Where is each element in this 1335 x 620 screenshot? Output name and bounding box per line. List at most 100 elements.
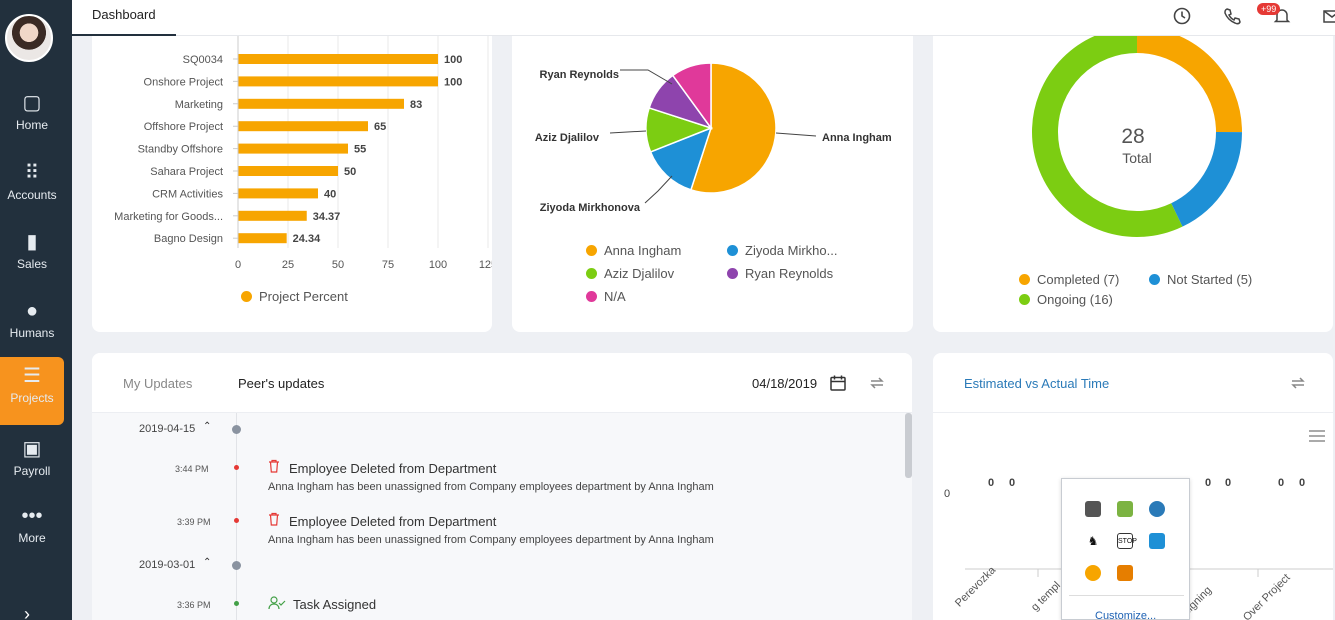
pie-chart: Ryan Reynolds Aziz Djalilov Ziyoda Mirkhon… [535, 62, 892, 214]
tray-app-icon[interactable] [1149, 501, 1165, 517]
tray-app-icon[interactable] [1117, 501, 1133, 517]
update-title[interactable]: Employee Deleted from Department [289, 461, 497, 476]
category-label: Standby Offshore [138, 144, 223, 156]
timeline: 2019-04-15 ⌃ 3:44 PM Employee Deleted fr… [92, 413, 912, 620]
nav-item-payroll[interactable]: ▣ Payroll [0, 430, 64, 498]
nav-label-humans: Humans [9, 326, 55, 340]
legend-label: Aziz Djalilov [604, 266, 675, 281]
wallet-icon: ▣ [22, 438, 42, 460]
legend-dot [1019, 294, 1030, 305]
project-percent-card: 0 25 50 75 100 125 SQ0034 100 Onshore Project 100… [92, 36, 492, 332]
pie-legend-item[interactable]: Aziz Djalilov [586, 266, 674, 281]
tray-app-icon[interactable]: STOP [1117, 533, 1137, 549]
tray-app-icon[interactable] [1117, 565, 1133, 581]
value-label: 0 [988, 477, 995, 489]
data-label: 40 [324, 188, 336, 200]
tab-my-updates[interactable]: My Updates [123, 376, 193, 391]
date-value[interactable]: 04/18/2019 [752, 376, 818, 391]
x-tick-label: 75 [382, 259, 394, 271]
pie-leader-line [609, 130, 647, 134]
phone-icon[interactable] [1222, 6, 1242, 26]
legend-dot [586, 291, 597, 302]
estimated-title: Estimated vs Actual Time [964, 376, 1110, 391]
bar-legend[interactable]: Project Percent [241, 289, 348, 304]
divider [1069, 595, 1184, 596]
bar-chart: 0 25 50 75 100 125 SQ0034 100 Onshore Project 100… [114, 36, 492, 271]
x-tick-label: 0 [235, 259, 241, 271]
scrollbar[interactable] [905, 413, 912, 478]
y-tick: 0 [944, 488, 951, 500]
nav-label-projects: Projects [10, 391, 54, 405]
pie-legend-item[interactable]: N/A [586, 289, 626, 304]
chevron-right-icon[interactable]: › [24, 604, 30, 620]
legend-label: Ongoing (16) [1037, 292, 1113, 307]
customize-link[interactable]: Customize... [1095, 610, 1157, 620]
pie-legend-item[interactable]: Ziyoda Mirkho... [727, 243, 837, 258]
tray-app-icon[interactable]: ♞ [1087, 534, 1099, 548]
timeline-date-dot [232, 425, 241, 434]
bar [238, 166, 338, 176]
notification-badge: +99 [1257, 3, 1281, 15]
clock-icon[interactable] [1172, 6, 1192, 26]
donut-total-label: Total [1122, 150, 1152, 166]
data-label: 100 [444, 54, 462, 66]
legend-dot [586, 245, 597, 256]
timeline-dot [234, 465, 239, 470]
nav-item-humans[interactable]: ● Humans [0, 292, 64, 360]
update-title[interactable]: Employee Deleted from Department [289, 514, 497, 529]
projects-icon: ☰ [23, 365, 41, 387]
tray-app-icon[interactable] [1085, 565, 1101, 581]
tab-dashboard[interactable]: Dashboard [72, 0, 176, 36]
menu-icon[interactable] [1308, 429, 1326, 448]
tab-peers-updates[interactable]: Peer's updates [238, 376, 325, 391]
chevron-up-icon[interactable]: ⌃ [203, 421, 212, 432]
bar [238, 143, 348, 154]
x-tick-label: 100 [429, 259, 447, 271]
category-label: Marketing for Goods... [114, 211, 223, 223]
nav-item-projects[interactable]: ☰ Projects [0, 357, 64, 425]
mail-icon[interactable] [1322, 6, 1335, 26]
bar [238, 54, 438, 64]
pie-leader-line [644, 175, 673, 204]
tray-app-icon[interactable] [1149, 533, 1165, 549]
nav-label-home: Home [15, 118, 48, 132]
category-label: CRM Activities [152, 188, 223, 200]
legend-dot [586, 268, 597, 279]
donut-legend-item[interactable]: Not Started (5) [1149, 272, 1252, 287]
refresh-icon[interactable] [1289, 374, 1307, 397]
pie-legend-item[interactable]: Anna Ingham [586, 243, 681, 258]
nav-item-accounts[interactable]: ⠿ Accounts [0, 154, 64, 222]
nav-item-sales[interactable]: ▮ Sales [0, 223, 64, 291]
data-label: 83 [410, 99, 422, 111]
data-label: 24.34 [293, 233, 321, 245]
pie-legend-item[interactable]: Ryan Reynolds [727, 266, 833, 281]
user-avatar[interactable] [5, 14, 53, 62]
legend-label: Ryan Reynolds [745, 266, 834, 281]
update-title[interactable]: Task Assigned [293, 597, 377, 612]
pie-outer-label: Ziyoda Mirkhonova [540, 202, 641, 214]
data-label: 55 [354, 144, 366, 156]
tray-app-icon[interactable] [1085, 501, 1101, 517]
nav-item-home[interactable]: ▢ Home [0, 84, 64, 152]
nav-item-more[interactable]: ••• More [0, 497, 64, 565]
category-label: Offshore Project [144, 121, 223, 133]
updates-header: My Updates Peer's updates 04/18/2019 [92, 353, 912, 413]
donut-legend-item[interactable]: Ongoing (16) [1019, 292, 1113, 307]
donut-segment [1032, 36, 1242, 237]
tray-popup: ♞ STOP Customize... [1061, 478, 1190, 620]
donut-legend-item[interactable]: Completed (7) [1019, 272, 1119, 287]
grid-icon: ⠿ [24, 162, 40, 184]
x-tick-label: 125 [479, 259, 492, 271]
updates-card: My Updates Peer's updates 04/18/2019 201… [92, 353, 912, 620]
timeline-date: 2019-03-01 [139, 559, 196, 571]
data-label: 100 [444, 76, 462, 88]
refresh-icon[interactable] [868, 374, 886, 397]
bar [238, 98, 404, 109]
calendar-icon[interactable] [829, 374, 847, 397]
category-label: Sahara Project [150, 166, 223, 178]
bar [238, 121, 368, 132]
chevron-up-icon[interactable]: ⌃ [203, 557, 212, 568]
value-label: 0 [1278, 477, 1285, 489]
bar [238, 188, 318, 199]
donut-chart: 28 Total [1032, 36, 1242, 237]
